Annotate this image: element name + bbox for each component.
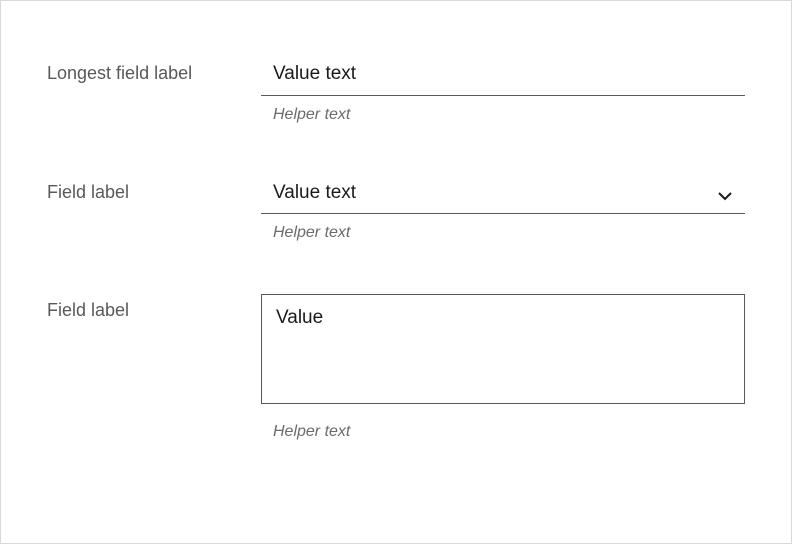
- form-row-textarea: Field label Value Helper text: [47, 294, 745, 441]
- field-label: Longest field label: [47, 57, 261, 84]
- text-input[interactable]: [261, 57, 745, 96]
- form-row-text: Longest field label Helper text: [47, 57, 745, 124]
- select-input[interactable]: Value text: [261, 176, 745, 214]
- field-body: Value text Helper text: [261, 176, 745, 242]
- field-label: Field label: [47, 294, 261, 321]
- field-label: Field label: [47, 176, 261, 203]
- form-row-select: Field label Value text Helper text: [47, 176, 745, 242]
- form-panel: Longest field label Helper text Field la…: [0, 0, 792, 544]
- textarea-input[interactable]: Value: [261, 294, 745, 404]
- select-wrap: Value text: [261, 176, 745, 214]
- field-body: Helper text: [261, 57, 745, 124]
- helper-text: Helper text: [261, 224, 745, 242]
- helper-text: Helper text: [261, 106, 745, 124]
- helper-text: Helper text: [261, 423, 745, 441]
- field-body: Value Helper text: [261, 294, 745, 441]
